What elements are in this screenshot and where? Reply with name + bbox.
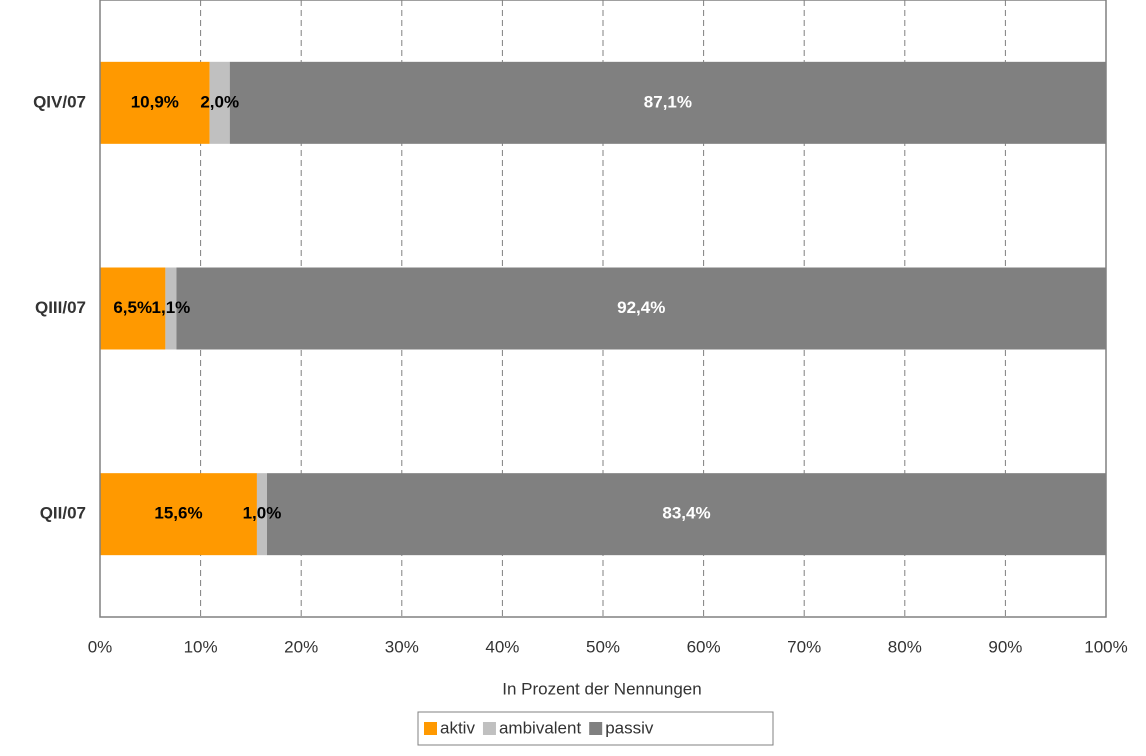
x-tick-label: 30%: [385, 637, 419, 656]
data-label: 1,0%: [243, 504, 282, 523]
data-label: 87,1%: [644, 92, 692, 111]
x-tick-label: 70%: [787, 637, 821, 656]
y-tick-label: QII/07: [40, 504, 86, 523]
legend-label: ambivalent: [499, 718, 581, 737]
x-tick-label: 0%: [88, 637, 113, 656]
data-label: 15,6%: [154, 504, 202, 523]
bar-segment: [176, 267, 1106, 350]
bar-segment: [165, 267, 177, 350]
x-tick-label: 40%: [485, 637, 519, 656]
legend-label: passiv: [605, 718, 654, 737]
data-label: 6,5%: [113, 298, 152, 317]
bar-segment: [266, 473, 1107, 556]
x-tick-label: 90%: [988, 637, 1022, 656]
x-tick-label: 60%: [687, 637, 721, 656]
x-axis-title: In Prozent der Nennungen: [502, 679, 701, 698]
legend-swatch: [424, 722, 437, 735]
x-tick-label: 80%: [888, 637, 922, 656]
legend-swatch: [589, 722, 603, 735]
data-label: 10,9%: [131, 92, 179, 111]
data-label: 2,0%: [200, 92, 239, 111]
y-tick-label: QIII/07: [35, 298, 86, 317]
x-tick-label: 20%: [284, 637, 318, 656]
x-tick-label: 50%: [586, 637, 620, 656]
x-tick-label: 10%: [184, 637, 218, 656]
legend-swatch: [482, 722, 496, 735]
data-label: 83,4%: [662, 504, 710, 523]
legend-label: aktiv: [440, 718, 475, 737]
bar-segment: [209, 61, 230, 144]
bar-segment: [100, 473, 257, 556]
data-label: 92,4%: [617, 298, 665, 317]
bar-segment: [229, 61, 1107, 144]
plot-frame: [99, 0, 1107, 618]
data-label: 1,1%: [152, 298, 191, 317]
y-tick-label: QIV/07: [33, 92, 86, 111]
bar-segment: [100, 61, 210, 144]
x-tick-label: 100%: [1084, 637, 1127, 656]
bar-segment: [256, 473, 267, 556]
bar-segment: [100, 267, 166, 350]
